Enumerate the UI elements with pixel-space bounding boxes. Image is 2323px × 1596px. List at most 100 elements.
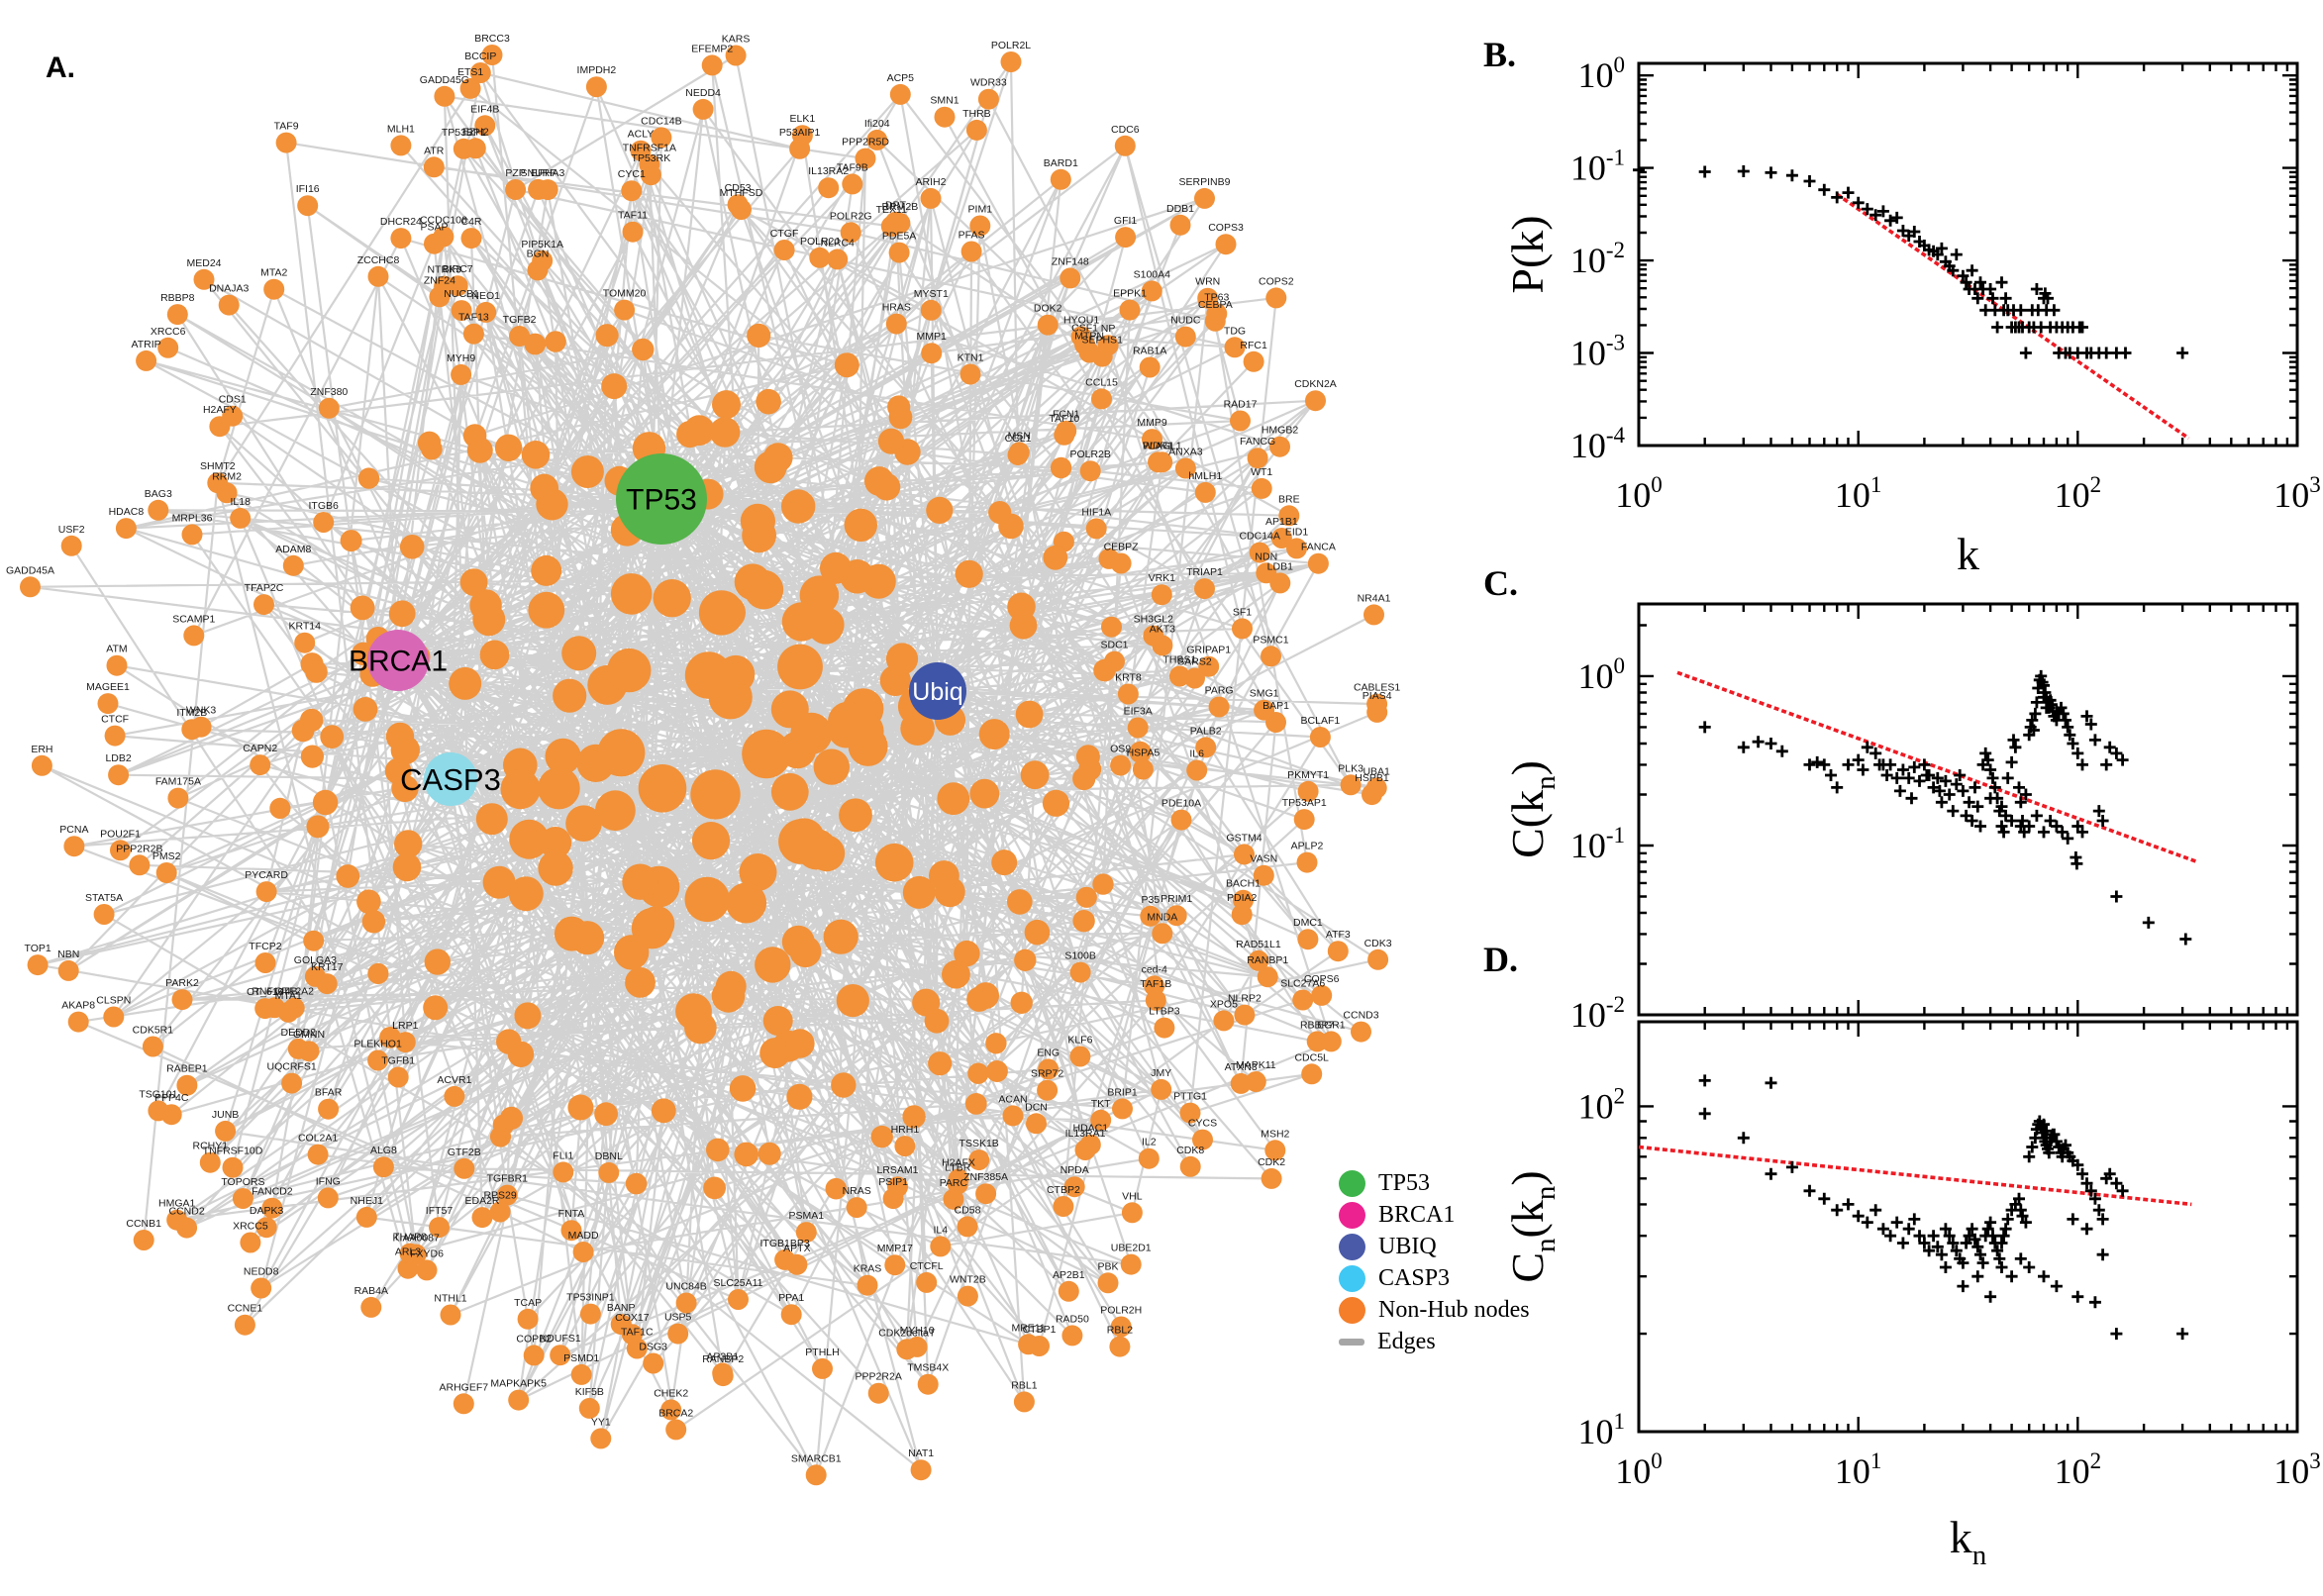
svg-text:CD53: CD53 [725,182,752,194]
svg-text:CTBP1: CTBP1 [1023,1324,1057,1336]
svg-text:BRIP1: BRIP1 [1107,1086,1138,1098]
svg-text:EDA2R: EDA2R [464,1195,499,1207]
svg-text:NEDD8: NEDD8 [244,1266,279,1278]
svg-text:MED24: MED24 [186,257,221,269]
svg-text:TP63: TP63 [1204,291,1229,303]
svg-text:LRP1: LRP1 [392,1020,418,1032]
svg-text:ATF3: ATF3 [1326,929,1351,941]
svg-text:FCN1: FCN1 [1053,409,1080,421]
svg-text:BARD1: BARD1 [1044,157,1078,169]
svg-text:BRE: BRE [1278,493,1300,505]
svg-text:RAB4A: RAB4A [354,1285,388,1297]
svg-text:ENG: ENG [1037,1047,1060,1058]
svg-text:MTA2: MTA2 [260,267,287,279]
svg-text:CSF1: CSF1 [1071,323,1098,335]
svg-text:DOK2: DOK2 [1034,303,1062,315]
svg-text:MAPK11: MAPK11 [1236,1059,1276,1071]
svg-text:AKT3: AKT3 [1150,623,1175,635]
svg-text:APTX: APTX [783,1243,810,1254]
svg-text:MMP17: MMP17 [877,1243,913,1254]
svg-text:COPB2: COPB2 [516,1333,552,1345]
svg-text:AP1B1: AP1B1 [1265,516,1298,528]
svg-text:NP: NP [1101,323,1116,335]
svg-text:WT1: WT1 [1251,466,1272,478]
svg-text:RABEP1: RABEP1 [166,1063,208,1075]
svg-text:VHL: VHL [1122,1190,1143,1202]
svg-text:EZH2: EZH2 [462,126,489,138]
legend-item-edges: Edges [1339,1329,1530,1355]
svg-text:NLRC4: NLRC4 [820,237,855,249]
svg-text:PTHLH: PTHLH [805,1347,839,1358]
svg-text:hMLH1: hMLH1 [1188,470,1222,482]
svg-text:FANCA: FANCA [1301,542,1336,553]
svg-text:TDG: TDG [1224,325,1246,337]
svg-text:TCAP: TCAP [514,1297,542,1309]
svg-text:CTBP2: CTBP2 [1047,1184,1080,1196]
svg-text:CDC14A: CDC14A [1239,531,1279,543]
svg-text:10-3: 10-3 [1570,330,1625,372]
svg-text:BACH1: BACH1 [1226,878,1261,890]
svg-text:100: 100 [1615,472,1663,515]
svg-text:LRSAM1: LRSAM1 [876,1164,918,1176]
svg-text:SHMT2: SHMT2 [200,460,236,472]
svg-text:BCLAF1: BCLAF1 [1301,715,1341,727]
svg-text:JUNB: JUNB [212,1109,239,1121]
svg-text:NAT1: NAT1 [908,1447,934,1459]
svg-text:TRIAP1: TRIAP1 [1186,566,1223,578]
svg-text:kn: kn [1950,1512,1987,1571]
svg-text:C(kn): C(kn) [1502,760,1562,858]
svg-text:CT_610: CT_610 [247,986,284,998]
svg-text:CASP3: CASP3 [400,762,501,797]
svg-text:POU2F1: POU2F1 [100,828,141,840]
svg-text:YY1: YY1 [591,1416,611,1428]
svg-text:POLR2L: POLR2L [991,40,1031,51]
svg-text:ATRIP: ATRIP [132,339,161,350]
svg-text:WRN: WRN [1195,276,1220,288]
svg-text:ITM2B: ITM2B [176,707,207,719]
legend-label: TP53 [1378,1170,1431,1196]
svg-text:TNFRSF1A: TNFRSF1A [623,143,676,154]
svg-text:NUDC: NUDC [1170,315,1201,327]
svg-text:USF2: USF2 [58,524,85,536]
svg-text:CD58: CD58 [955,1204,981,1216]
svg-text:103: 103 [2273,1448,2321,1491]
casp3-hub-swatch-icon [1339,1265,1365,1292]
svg-text:RANBP1: RANBP1 [1247,954,1288,966]
svg-text:PARK2: PARK2 [165,977,199,989]
legend-label: CASP3 [1378,1265,1451,1291]
svg-text:XRCC5: XRCC5 [233,1221,268,1233]
svg-text:ACLY: ACLY [628,129,655,141]
svg-text:IL6: IL6 [1189,748,1204,760]
svg-text:FNTA: FNTA [558,1208,585,1220]
svg-text:SMG1: SMG1 [1250,688,1279,700]
svg-text:TSSK1B: TSSK1B [960,1138,999,1149]
svg-text:SDC1: SDC1 [1100,640,1128,651]
svg-text:SLC25A11: SLC25A11 [713,1277,762,1289]
svg-text:AP3B1: AP3B1 [706,1350,739,1362]
legend-item-tp53: TP53 [1339,1170,1530,1197]
svg-text:DNAJA3: DNAJA3 [209,283,249,295]
svg-text:GTF2A2: GTF2A2 [274,986,314,998]
svg-text:102: 102 [2055,472,2102,515]
svg-text:NEO1: NEO1 [471,290,500,302]
svg-text:100: 100 [1578,52,1626,95]
svg-text:VRK1: VRK1 [1149,572,1176,584]
svg-text:EFEMP2: EFEMP2 [691,43,733,54]
svg-text:SH3GL2: SH3GL2 [1134,614,1173,626]
svg-text:BRCC3: BRCC3 [474,33,510,45]
panel-a-label: A. [46,51,75,84]
svg-text:LDB2: LDB2 [105,752,131,764]
svg-text:TEX11: TEX11 [876,204,907,216]
svg-text:KRT8: KRT8 [1115,672,1142,684]
ubiq-hub-swatch-icon [1339,1234,1365,1260]
svg-text:KARS: KARS [722,34,751,46]
svg-text:GOLGA3: GOLGA3 [294,954,337,966]
svg-text:MTA1: MTA1 [275,990,302,1002]
svg-text:PKMYT1: PKMYT1 [1287,769,1329,781]
svg-text:NTHL1: NTHL1 [434,1293,466,1305]
svg-text:UQCRFS1: UQCRFS1 [267,1061,317,1073]
svg-text:TAF11: TAF11 [618,210,648,222]
svg-text:RBL1: RBL1 [1011,1379,1037,1391]
svg-text:XPO5: XPO5 [1210,998,1238,1010]
svg-text:WDR1: WDR1 [1143,440,1173,451]
